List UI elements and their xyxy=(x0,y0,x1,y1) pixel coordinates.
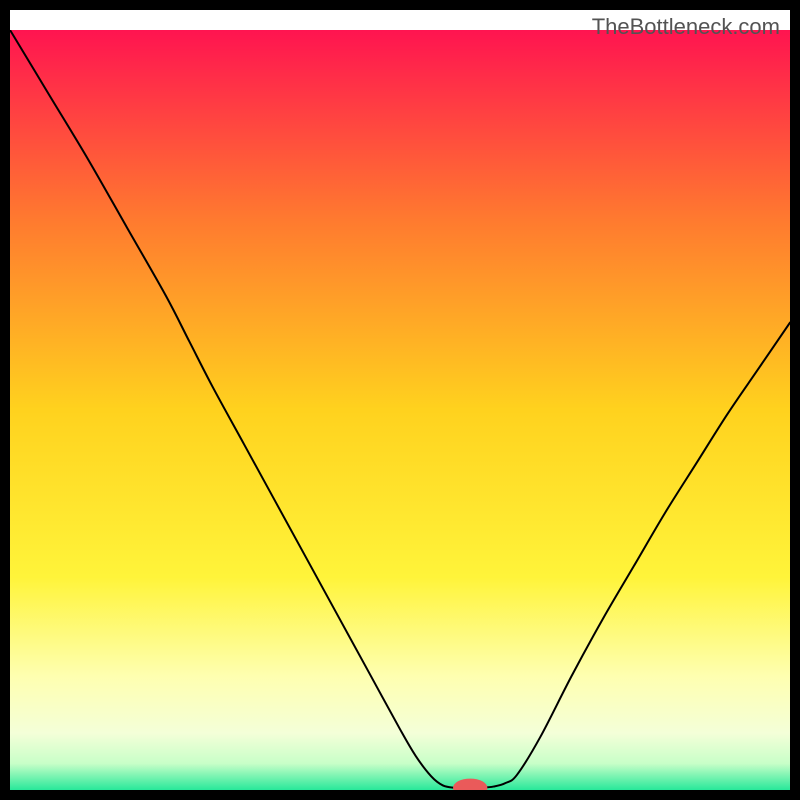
chart-frame: TheBottleneck.com xyxy=(0,0,800,800)
chart-svg xyxy=(10,30,790,790)
gradient-background xyxy=(10,30,790,790)
watermark-text: TheBottleneck.com xyxy=(592,14,780,40)
plot-area xyxy=(10,30,790,790)
